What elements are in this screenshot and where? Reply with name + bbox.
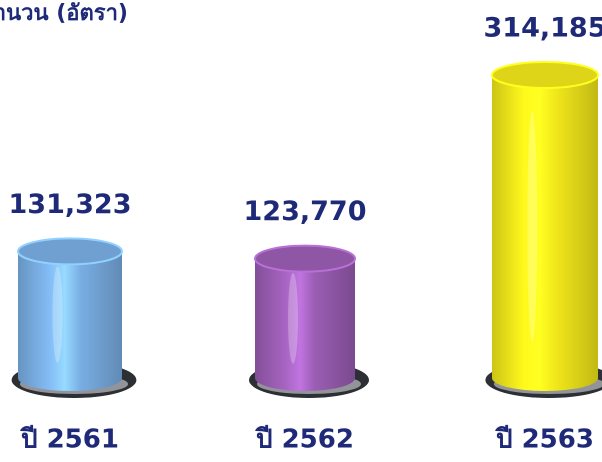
cylinder-body xyxy=(18,251,122,391)
cylinder-shine xyxy=(527,111,538,342)
cylinder-top xyxy=(254,244,356,273)
value-label: 314,185 xyxy=(484,13,602,44)
value-label: 131,323 xyxy=(9,189,132,220)
category-label: ปี 2562 xyxy=(255,425,354,455)
category-label: ปี 2563 xyxy=(495,425,594,455)
value-label: 123,770 xyxy=(244,196,367,227)
cylinder-shine xyxy=(52,266,63,363)
cylinder-top xyxy=(491,61,599,89)
cylinder-shine xyxy=(288,272,298,364)
cylinder-body xyxy=(492,75,598,391)
chart-title: จำนวน (อัตรา) xyxy=(0,1,128,26)
cylinder-top xyxy=(17,237,123,266)
category-label: ปี 2561 xyxy=(20,425,119,455)
cylinder-body xyxy=(255,258,355,391)
